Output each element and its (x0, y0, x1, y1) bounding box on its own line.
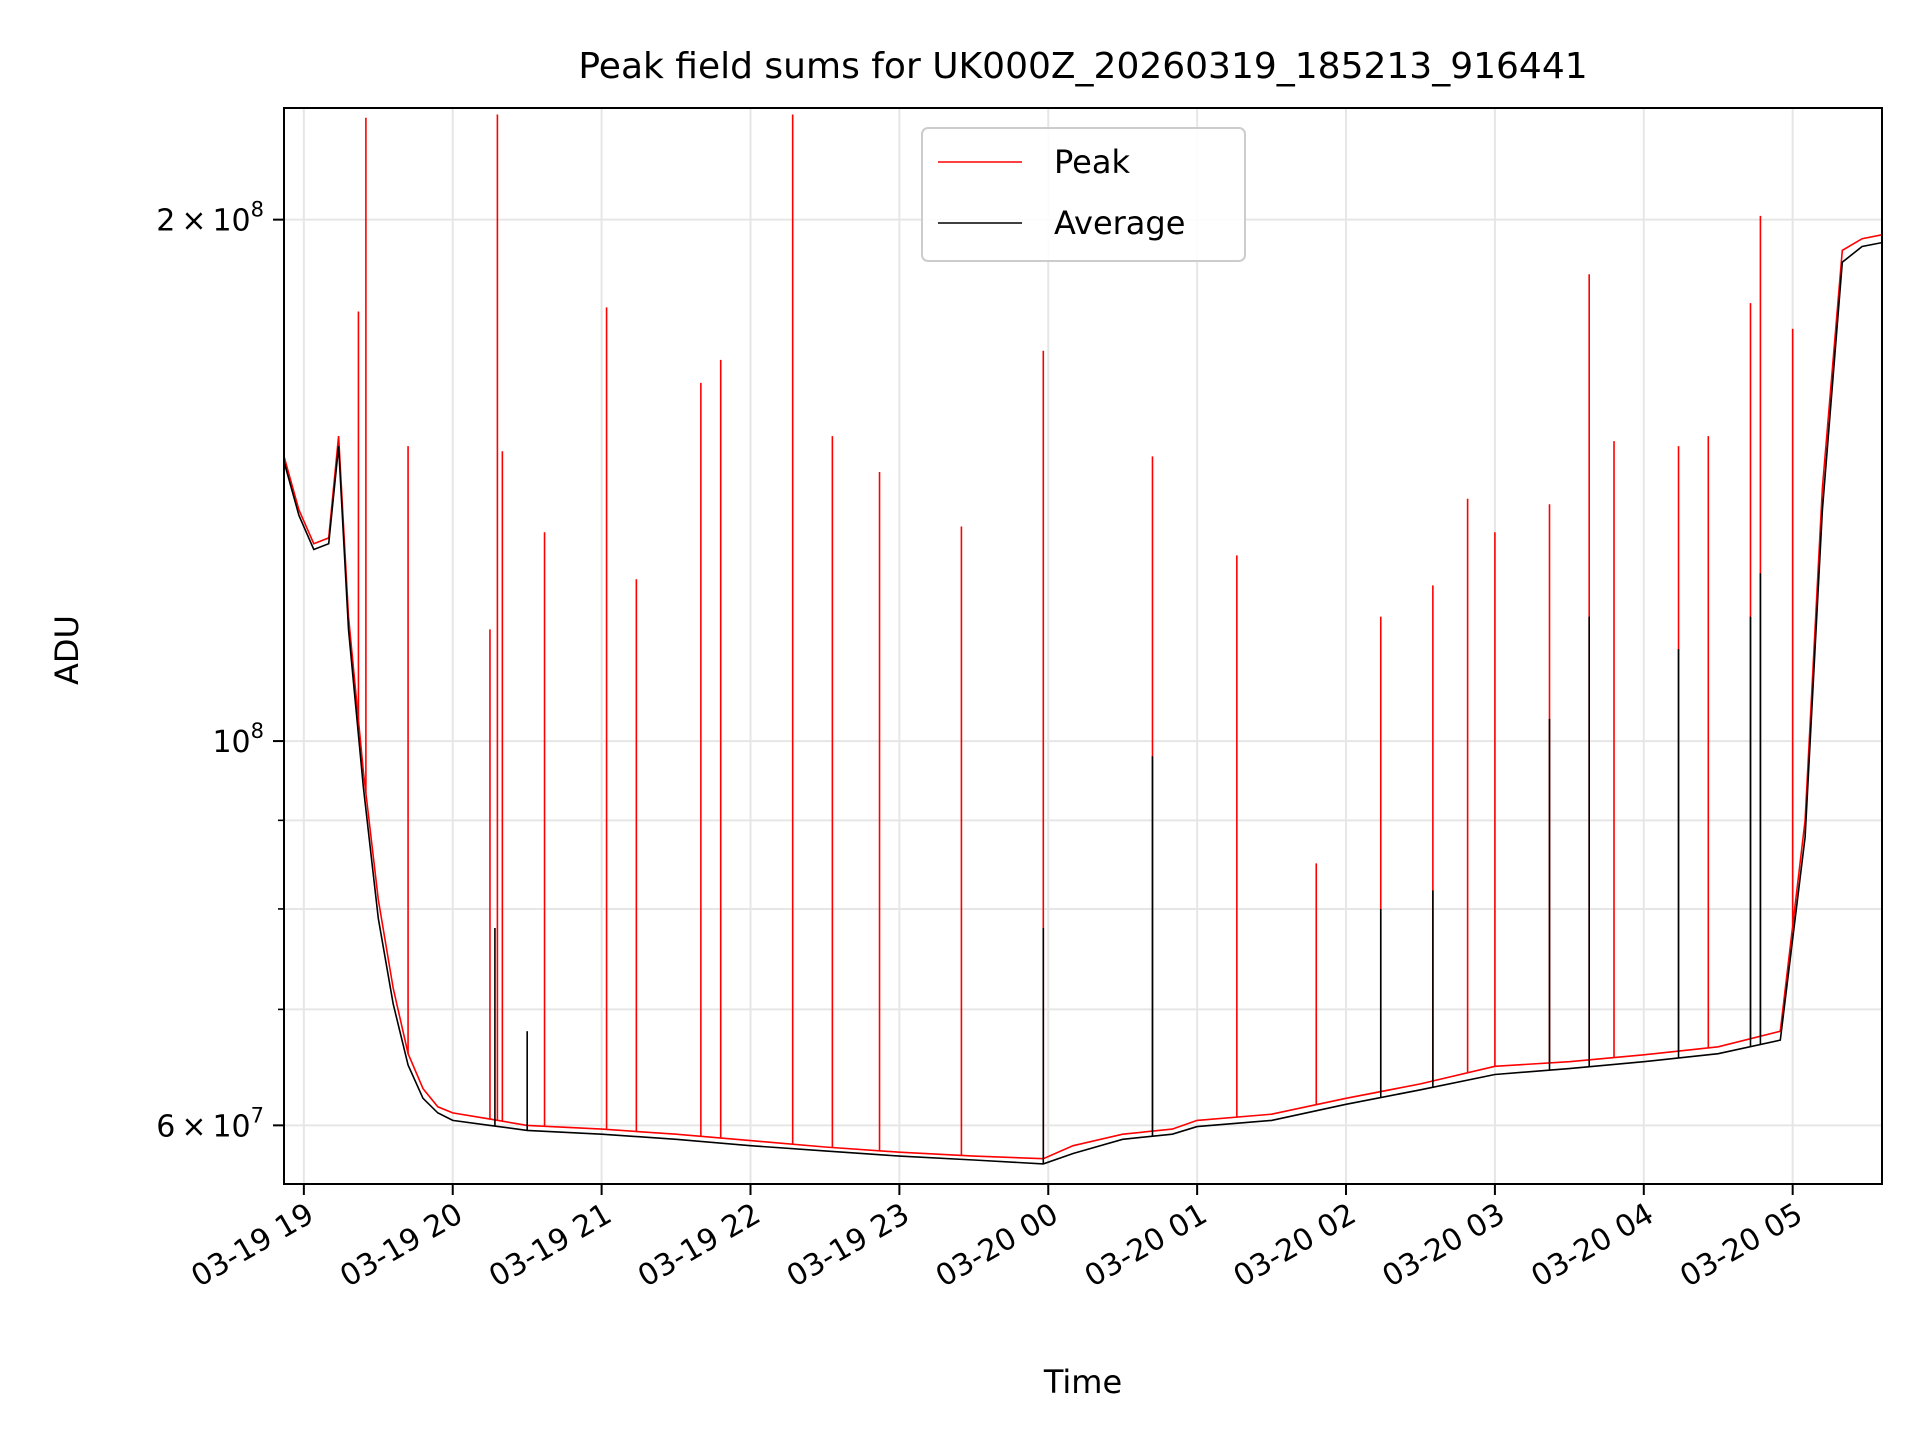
y-axis-label: ADU (48, 615, 86, 685)
series-group (284, 114, 1882, 1165)
y-tick-label: 2 × 108 (156, 198, 264, 239)
y-tick-label: 6 × 107 (156, 1103, 264, 1144)
legend-label-peak: Peak (1054, 143, 1130, 181)
legend: Peak Average (921, 127, 1246, 262)
x-axis-label: Time (1043, 1363, 1122, 1401)
y-tick-label: 108 (212, 719, 264, 760)
peak-series-line (284, 234, 1882, 1160)
chart-title: Peak field sums for UK000Z_20260319_1852… (578, 46, 1587, 87)
average-series-line (284, 241, 1882, 1165)
plot-frame (283, 107, 1883, 1185)
legend-label-average: Average (1054, 204, 1185, 242)
